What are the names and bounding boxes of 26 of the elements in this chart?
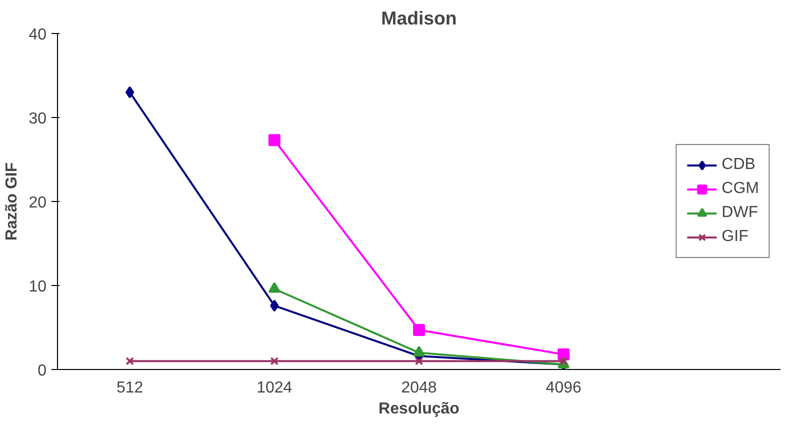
point	[125, 86, 134, 98]
x-tick-label: 2048	[401, 380, 437, 396]
y-tick-label: 30	[28, 110, 47, 128]
x-axis-title: Resolução	[378, 400, 460, 418]
x-tick-label: 4096	[546, 380, 582, 396]
point	[268, 282, 280, 293]
point	[413, 324, 425, 336]
y-tick-label: 40	[28, 26, 47, 44]
point	[270, 356, 279, 366]
x-tick-label: 1024	[256, 380, 292, 396]
y-tick-label: 10	[28, 278, 47, 296]
legend-label: CGM	[722, 180, 759, 198]
point	[559, 356, 568, 366]
point	[413, 346, 425, 357]
y-axis-title: Razão GIF	[4, 162, 21, 241]
y-tick-label: 0	[38, 362, 47, 380]
point	[126, 356, 134, 366]
chart-title: Madison	[381, 8, 457, 28]
legend-label: DWF	[722, 204, 758, 222]
point	[270, 300, 279, 312]
legend-label: GIF	[722, 228, 748, 246]
point	[414, 356, 424, 366]
y-tick-label: 20	[28, 194, 47, 212]
x-tick-label: 512	[116, 380, 144, 396]
legend-label: CDB	[722, 156, 756, 174]
point	[268, 134, 280, 146]
